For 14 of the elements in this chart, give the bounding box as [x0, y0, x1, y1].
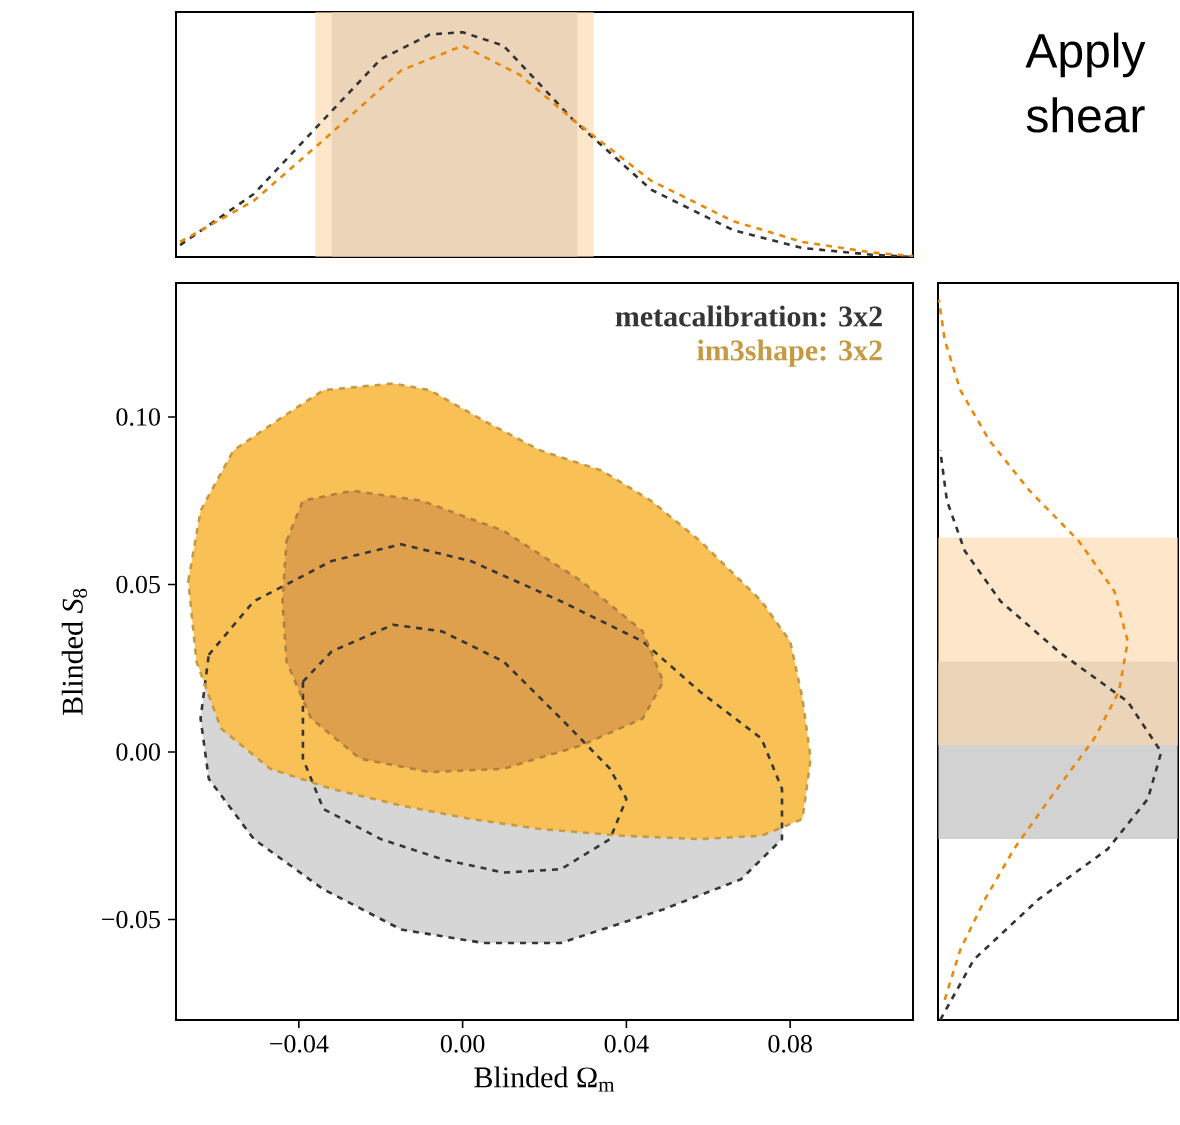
- y-tick-label: 0.00: [116, 743, 160, 761]
- x-tick-label: −0.04: [270, 1035, 329, 1053]
- x-tick-label: 0.00: [440, 1035, 485, 1053]
- text: metacalibration: 3x2: [615, 305, 882, 327]
- y-axis-title: Blinded S$_{8}$: [61, 588, 88, 716]
- x-tick-label: 0.08: [768, 1035, 812, 1053]
- text: shear: [1026, 97, 1145, 133]
- text: im3shape: 3x2: [697, 339, 882, 367]
- y-tick-label: 0.10: [116, 408, 160, 426]
- x-tick-label: 0.04: [604, 1035, 649, 1053]
- y-tick-label: 0.05: [116, 575, 160, 594]
- x-axis-title: Blinded Ω$_{m}$: [474, 1066, 615, 1092]
- text: Apply: [1025, 32, 1146, 78]
- y-tick-label: −0.05: [102, 910, 160, 929]
